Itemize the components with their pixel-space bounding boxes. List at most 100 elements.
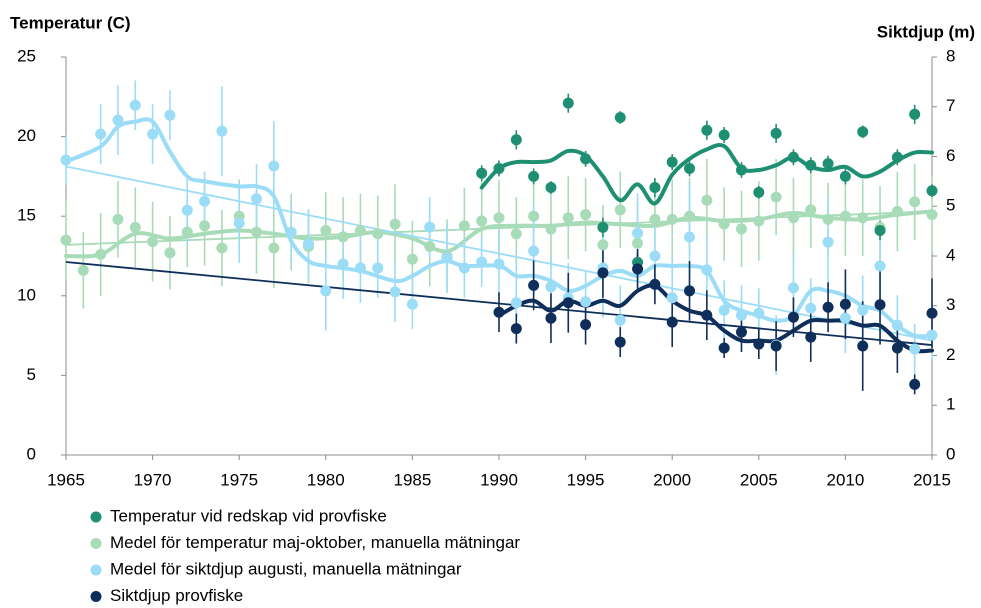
data-point bbox=[545, 182, 557, 194]
data-point bbox=[302, 238, 314, 250]
data-point bbox=[649, 278, 661, 290]
data-point bbox=[649, 250, 661, 262]
data-point bbox=[406, 253, 418, 265]
data-point bbox=[874, 260, 886, 272]
data-point bbox=[528, 279, 540, 291]
y2-tick-label: 7 bbox=[946, 96, 955, 115]
data-point bbox=[822, 158, 834, 170]
data-point bbox=[580, 209, 592, 221]
legend-label: Siktdjup provfiske bbox=[110, 586, 243, 605]
data-point bbox=[718, 342, 730, 354]
data-point bbox=[337, 231, 349, 243]
data-point bbox=[510, 134, 522, 146]
y2-tick-label: 5 bbox=[946, 196, 955, 215]
data-point bbox=[216, 242, 228, 254]
data-point bbox=[632, 263, 644, 275]
data-point bbox=[562, 297, 574, 309]
data-point bbox=[354, 262, 366, 274]
data-point bbox=[891, 342, 903, 354]
legend-label: Medel för temperatur maj-oktober, manuel… bbox=[110, 533, 520, 552]
data-point bbox=[164, 109, 176, 121]
data-point bbox=[614, 336, 626, 348]
data-point bbox=[753, 338, 765, 350]
data-point bbox=[510, 297, 522, 309]
trend-line bbox=[65, 210, 933, 246]
data-point bbox=[493, 162, 505, 174]
data-point bbox=[95, 128, 107, 140]
data-point bbox=[805, 159, 817, 171]
y2-tick-label: 1 bbox=[946, 395, 955, 414]
data-point bbox=[770, 340, 782, 352]
legend-label: Medel för siktdjup augusti, manuella mät… bbox=[110, 559, 462, 578]
y2-tick-label: 3 bbox=[946, 295, 955, 314]
data-point bbox=[320, 225, 332, 237]
data-point bbox=[909, 196, 921, 208]
legend-marker bbox=[90, 538, 102, 549]
data-point bbox=[372, 262, 384, 274]
data-point bbox=[735, 309, 747, 321]
data-point bbox=[805, 302, 817, 314]
data-point bbox=[95, 248, 107, 260]
data-point bbox=[839, 170, 851, 182]
data-point bbox=[597, 267, 609, 279]
data-point bbox=[493, 212, 505, 224]
legend-marker bbox=[90, 511, 102, 523]
y-axis-title: Temperatur (C) bbox=[10, 13, 131, 32]
data-point bbox=[701, 309, 713, 321]
data-point bbox=[857, 212, 869, 224]
y-tick-label: 10 bbox=[17, 285, 36, 304]
data-point bbox=[684, 285, 696, 297]
trend-line bbox=[65, 261, 933, 346]
data-point bbox=[718, 304, 730, 316]
legend-label: Temperatur vid redskap vid provfiske bbox=[110, 506, 387, 525]
data-point bbox=[839, 298, 851, 310]
data-point bbox=[822, 236, 834, 248]
data-point bbox=[528, 245, 540, 257]
data-point bbox=[891, 319, 903, 331]
data-point bbox=[735, 223, 747, 235]
data-point bbox=[805, 331, 817, 343]
data-point bbox=[909, 378, 921, 390]
y-tick-label: 15 bbox=[17, 206, 36, 225]
data-point bbox=[372, 228, 384, 240]
data-point bbox=[787, 282, 799, 294]
data-point bbox=[216, 125, 228, 137]
data-point bbox=[718, 129, 730, 141]
data-point bbox=[199, 195, 211, 207]
smooth-line bbox=[479, 143, 934, 206]
data-point bbox=[458, 262, 470, 274]
data-point bbox=[684, 162, 696, 174]
x-tick-label: 1970 bbox=[134, 470, 172, 489]
data-point bbox=[147, 128, 159, 140]
data-point bbox=[181, 204, 193, 216]
y-tick-label: 25 bbox=[17, 46, 36, 65]
data-point bbox=[891, 205, 903, 217]
data-point bbox=[510, 228, 522, 240]
data-point bbox=[666, 213, 678, 225]
data-point bbox=[735, 326, 747, 338]
x-tick-label: 1995 bbox=[567, 470, 605, 489]
data-point bbox=[476, 215, 488, 227]
data-point bbox=[458, 220, 470, 232]
data-point bbox=[493, 258, 505, 270]
data-point bbox=[60, 154, 72, 166]
data-point bbox=[735, 164, 747, 176]
data-point bbox=[493, 306, 505, 318]
data-point bbox=[926, 307, 938, 319]
data-point bbox=[839, 312, 851, 324]
data-point bbox=[112, 114, 124, 126]
data-point bbox=[129, 99, 141, 111]
data-point bbox=[580, 296, 592, 308]
y2-tick-label: 8 bbox=[946, 46, 955, 65]
data-point bbox=[857, 126, 869, 138]
data-point bbox=[424, 240, 436, 252]
trend-line bbox=[65, 165, 933, 342]
data-point bbox=[251, 226, 263, 238]
y2-axis-title: Siktdjup (m) bbox=[877, 22, 975, 41]
data-point bbox=[476, 256, 488, 268]
data-point bbox=[632, 237, 644, 249]
x-tick-label: 2005 bbox=[740, 470, 778, 489]
data-point bbox=[320, 285, 332, 297]
data-point bbox=[389, 286, 401, 298]
